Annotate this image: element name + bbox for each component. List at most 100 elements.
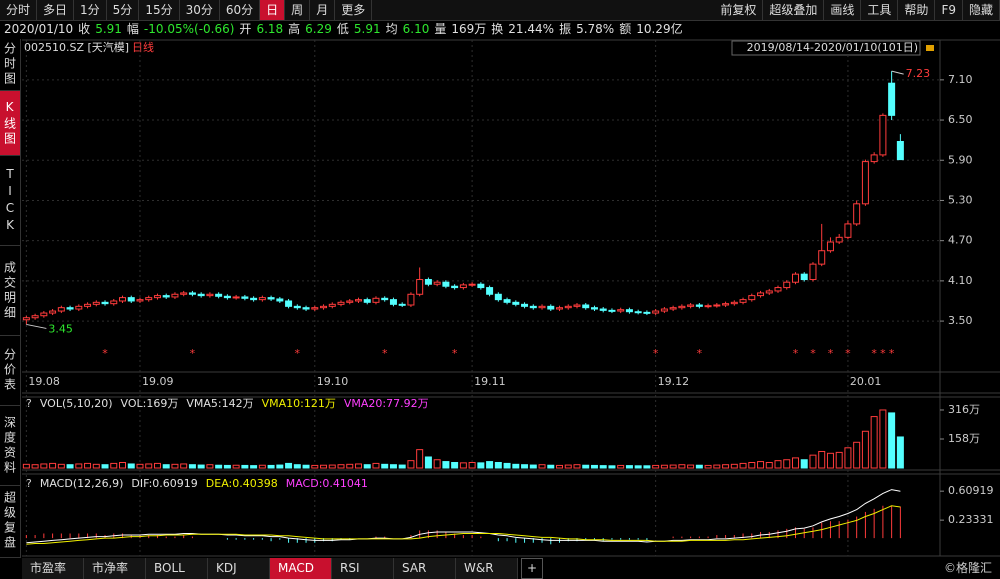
chart: 002510.SZ [天汽模] 日线 2019/08/14-2020/01/10(1… [22, 39, 1000, 557]
toolbar-button[interactable]: 多日 [37, 0, 75, 20]
volume-bar [529, 464, 537, 469]
volume-bar [66, 464, 74, 469]
y-tick-label: 6.50 [948, 113, 973, 126]
quote-item: 量 [434, 22, 447, 36]
bottom-tab[interactable]: BOLL [146, 558, 208, 579]
legend-item: VMA20:77.92万 [344, 397, 429, 410]
toolbar-button[interactable]: 周 [285, 0, 311, 20]
quote-item: 5.78% [576, 22, 615, 36]
candle-body [564, 305, 572, 309]
volume-bar [582, 464, 590, 469]
volume-bar [660, 464, 668, 469]
bottom-tab[interactable]: W&R [456, 558, 518, 579]
sidebar-tab[interactable]: 分价表 [0, 336, 20, 407]
toolbar-button[interactable]: 画线 [824, 0, 862, 20]
volume-bar [49, 462, 57, 469]
candle-body [599, 308, 607, 311]
quote-item: 换 [491, 22, 504, 36]
volume-bar [477, 462, 485, 469]
volume-bar [468, 461, 476, 469]
volume-bar [861, 430, 869, 469]
toolbar-button[interactable]: 分时 [0, 0, 38, 20]
candle-body [521, 303, 529, 307]
candle-body [704, 305, 712, 308]
quote-item: -10.05%(-0.66) [143, 22, 235, 36]
toolbar-button[interactable]: 超级叠加 [763, 0, 825, 20]
candle-body [215, 293, 223, 297]
toolbar-button[interactable]: 更多 [335, 0, 373, 20]
toolbar-button[interactable]: 1分 [74, 0, 107, 20]
quote-item: 幅 [126, 22, 139, 36]
toolbar-button[interactable]: F9 [935, 0, 963, 20]
candle-body [617, 309, 625, 312]
candle-body [49, 310, 57, 314]
volume-bar [739, 462, 747, 469]
toolbar-button[interactable]: 日 [260, 0, 286, 20]
volume-bar [215, 464, 223, 469]
legend-item: VMA10:121万 [262, 397, 336, 410]
candle-body [695, 304, 703, 307]
bottom-tab[interactable]: 市盈率 [22, 558, 84, 579]
bottom-tab[interactable]: 市净率 [84, 558, 146, 579]
candle-body [713, 304, 721, 307]
volume-bar [538, 464, 546, 469]
bottom-tab[interactable]: MACD [270, 558, 332, 579]
candle-body [687, 304, 695, 307]
signal: * [793, 347, 799, 360]
volume-bar [669, 464, 677, 469]
volume-bar [879, 409, 887, 469]
sidebar-tab[interactable]: K线图 [0, 91, 20, 157]
toolbar-button[interactable]: 30分 [180, 0, 220, 20]
candle-body [206, 293, 214, 297]
volume-bar [302, 464, 310, 469]
volume-bar [398, 464, 406, 469]
candle-body [136, 299, 144, 302]
toolbar-button[interactable]: 隐藏 [963, 0, 1000, 20]
bottom-tab[interactable]: RSI [332, 558, 394, 579]
y-tick-label: 158万 [948, 432, 980, 445]
toolbar-button[interactable]: 帮助 [898, 0, 936, 20]
candle-body [389, 299, 397, 305]
volume-bar [608, 465, 616, 469]
toolbar-button[interactable]: 15分 [139, 0, 180, 20]
volume-bar [40, 463, 48, 469]
candle-body [765, 290, 773, 294]
sidebar-tab[interactable]: 深度资料 [0, 406, 20, 486]
candle-body [267, 297, 275, 300]
volume-bar [276, 464, 284, 469]
candle-body [783, 281, 791, 289]
bottom-tab[interactable]: KDJ [208, 558, 270, 579]
sidebar-tab[interactable]: 超级复盘 [0, 486, 20, 558]
volume-bar [826, 452, 834, 469]
toolbar-button[interactable]: 5分 [107, 0, 140, 20]
candle-body [57, 307, 65, 312]
volume-bar [311, 464, 319, 469]
candle-body [119, 297, 127, 302]
toolbar-button[interactable]: 月 [310, 0, 336, 20]
volume-bar [687, 464, 695, 469]
candle-body [512, 301, 520, 305]
toolbar-button[interactable]: 60分 [220, 0, 261, 20]
toolbar-button[interactable]: 工具 [861, 0, 899, 20]
sidebar-tab[interactable]: TICK [0, 156, 20, 247]
candle-body [110, 300, 118, 305]
toolbar-button[interactable]: 前复权 [714, 0, 764, 20]
add-tab[interactable]: + [521, 558, 543, 579]
candle-body [826, 241, 834, 252]
low-mark: 3.45 [48, 322, 72, 335]
sidebar-tab[interactable]: 成交明细 [0, 246, 20, 336]
candle-body [739, 299, 747, 303]
sidebar-tab[interactable]: 分时图 [0, 39, 20, 92]
candle-body [774, 287, 782, 292]
y-tick-label: 5.90 [948, 153, 973, 166]
volume-bar [870, 416, 878, 469]
candle-body [590, 307, 598, 310]
candle-body [809, 263, 817, 281]
bottom-tab[interactable]: SAR [394, 558, 456, 579]
legend-item: DIF:0.60919 [131, 477, 197, 490]
volume-bar [241, 464, 249, 469]
candle-body [363, 299, 371, 303]
candle-body [861, 161, 869, 205]
volume-bar [424, 456, 432, 469]
